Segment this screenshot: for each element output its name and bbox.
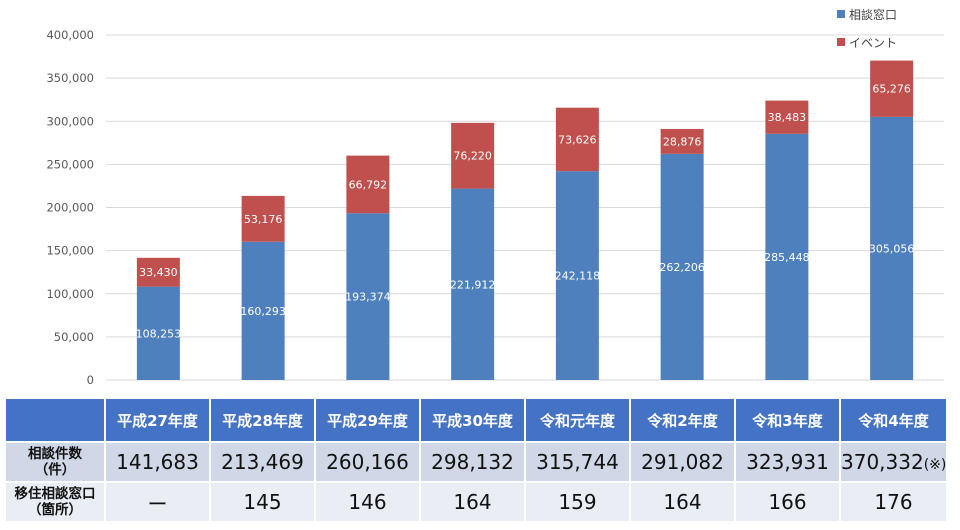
bar-value-label-consult: 305,056	[869, 242, 915, 255]
legend-swatch-consult	[837, 10, 845, 18]
bar-value-label-event: 66,792	[349, 178, 388, 191]
table-cell: ー	[106, 483, 211, 523]
legend-label-event: イベント	[849, 36, 897, 50]
table-header-cell: 令和2年度	[631, 399, 736, 443]
bar-value-label-consult: 262,206	[659, 261, 705, 274]
bar-value-label-event: 73,626	[558, 133, 597, 146]
bar-value-label-consult: 160,293	[240, 305, 286, 318]
table-header-cell: 平成30年度	[421, 399, 526, 443]
bar-value-label-event: 38,483	[768, 111, 807, 124]
table-header-cell: 平成29年度	[316, 399, 421, 443]
y-tick-label: 0	[87, 373, 94, 387]
table-header-cell: 令和3年度	[736, 399, 841, 443]
gridlines	[106, 34, 944, 381]
table-cell: 176	[841, 483, 948, 523]
summary-table: 平成27年度 平成28年度 平成29年度 平成30年度 令和元年度 令和2年度 …	[6, 399, 948, 523]
row-header-line1: 移住相談窓口	[14, 486, 96, 502]
y-tick-label: 250,000	[46, 157, 94, 171]
row-header-line1: 相談件数	[28, 446, 82, 462]
bar-segment-consult	[136, 286, 180, 380]
bar-segment-event	[870, 60, 914, 117]
bar-value-label-event: 53,176	[244, 213, 283, 226]
table-cell: 166	[736, 483, 841, 523]
bar-value-label-consult: 193,374	[345, 291, 391, 304]
bar-segment-consult	[555, 171, 599, 380]
table-header-row: 平成27年度 平成28年度 平成29年度 平成30年度 令和元年度 令和2年度 …	[6, 399, 948, 443]
bar-value-label-event: 76,220	[453, 150, 492, 163]
table-cell: 159	[526, 483, 631, 523]
bar-value-label-consult: 242,118	[555, 270, 601, 283]
bar-segment-consult	[870, 116, 914, 381]
table-cell: 291,082	[631, 443, 736, 483]
table-cell-with-note: 370,332(※)	[841, 443, 948, 483]
table-cell: 213,469	[211, 443, 316, 483]
bar-value-label-consult: 108,253	[136, 327, 182, 340]
table-row-offices: 移住相談窓口 （箇所） ー 145 146 164 159 164 166 17…	[6, 483, 948, 523]
y-tick-label: 350,000	[46, 71, 94, 85]
bar-segment-consult	[765, 133, 809, 380]
bar-value-label-consult: 221,912	[450, 278, 496, 291]
table-cell: 146	[316, 483, 421, 523]
table-cell: 298,132	[421, 443, 526, 483]
legend-label-consult: 相談窓口	[849, 7, 897, 22]
y-tick-label: 50,000	[54, 330, 94, 344]
bar-value-label-consult: 285,448	[764, 251, 810, 264]
table-header-cell: 令和元年度	[526, 399, 631, 443]
bar-value-label-event: 65,276	[872, 83, 911, 96]
bar-segment-consult	[660, 153, 704, 380]
bar-segment-consult	[451, 188, 495, 380]
table-cell-note: (※)	[923, 457, 947, 473]
table-header-cell: 令和4年度	[841, 399, 948, 443]
stacked-bar-chart: 0 50,000 100,000 150,000 200,000 250,000 300,0…	[46, 7, 944, 387]
bar-segment-event	[346, 155, 390, 214]
row-header-line2: （件）	[34, 462, 76, 478]
table-corner-cell	[6, 399, 106, 443]
table-row-consultations: 相談件数 （件） 141,683 213,469 260,166 298,132…	[6, 443, 948, 483]
table-cell: 145	[211, 483, 316, 523]
y-tick-label: 100,000	[46, 287, 94, 301]
bars	[136, 60, 914, 381]
bar-segment-event	[451, 122, 495, 189]
y-axis-ticks: 0 50,000 100,000 150,000 200,000 250,000 300,0…	[46, 28, 94, 387]
y-tick-label: 150,000	[46, 244, 94, 258]
table-cell: 141,683	[106, 443, 211, 483]
legend: 相談窓口 イベント	[837, 7, 897, 50]
table-cell-value: 370,332	[841, 450, 924, 474]
row-header-offices: 移住相談窓口 （箇所）	[6, 483, 106, 523]
table-cell: 164	[421, 483, 526, 523]
table-cell: 260,166	[316, 443, 421, 483]
bar-value-label-event: 28,876	[663, 135, 702, 148]
row-header-consultations: 相談件数 （件）	[6, 443, 106, 483]
bar-segment-event	[660, 128, 704, 154]
legend-swatch-event	[837, 38, 845, 46]
table-cell: 315,744	[526, 443, 631, 483]
y-tick-label: 200,000	[46, 201, 94, 215]
table-cell: 164	[631, 483, 736, 523]
bar-value-label-event: 33,430	[139, 266, 178, 279]
bar-value-labels: 108,253 33,430 160,293 53,176 193,374 66,792 2…	[136, 83, 915, 341]
table-cell: 323,931	[736, 443, 841, 483]
table-header-cell: 平成28年度	[211, 399, 316, 443]
bar-segment-event	[136, 257, 180, 287]
bar-segment-event	[765, 100, 809, 134]
bar-segment-event	[555, 107, 599, 172]
bar-segment-consult	[346, 213, 390, 380]
table-header-cell: 平成27年度	[106, 399, 211, 443]
bar-segment-consult	[241, 241, 285, 380]
y-tick-label: 400,000	[46, 28, 94, 42]
y-tick-label: 300,000	[46, 114, 94, 128]
row-header-line2: （箇所）	[28, 502, 82, 518]
bar-segment-event	[241, 195, 285, 242]
